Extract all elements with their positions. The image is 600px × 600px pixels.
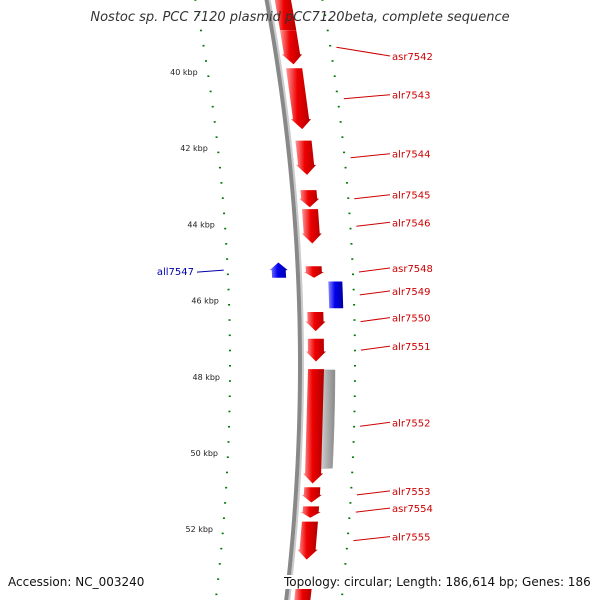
gene-arrow-asr7548 (303, 266, 324, 278)
gene-label-all7547[interactable]: all7547 (157, 267, 194, 278)
tick-marks (194, 0, 356, 596)
gene-label-alr7551[interactable]: alr7551 (392, 342, 430, 353)
leader-line-alr7551 (360, 345, 391, 351)
leader-line-all7547 (196, 269, 224, 273)
gene-arrow-alr7545 (299, 190, 320, 208)
kbp-label: 42 kbp (180, 144, 208, 153)
kbp-label: 50 kbp (190, 449, 218, 458)
gene-label-alr7553[interactable]: alr7553 (392, 487, 430, 498)
page-title: Nostoc sp. PCC 7120 plasmid pCC7120beta,… (90, 10, 510, 25)
gene-arrow-asr7554 (300, 506, 321, 518)
kbp-label: 48 kbp (192, 373, 220, 382)
gene-label-asr7554[interactable]: asr7554 (392, 504, 433, 515)
gene-arrow-all7547 (269, 262, 288, 278)
gene-label-alr7549[interactable]: alr7549 (392, 287, 430, 298)
gene-arrow-alr7552 (303, 369, 324, 484)
gene-arrow-alr7546 (301, 209, 322, 244)
gene-label-asr7542[interactable]: asr7542 (392, 52, 433, 63)
leader-line-alr7553 (356, 490, 391, 496)
gene-label-asr7548[interactable]: asr7548 (392, 264, 433, 275)
backbone-outer-line (268, 0, 305, 600)
gene-label-alr7545[interactable]: alr7545 (392, 191, 430, 202)
gene-arrow-alr7550 (305, 312, 326, 332)
gene-label-alr7546[interactable]: alr7546 (392, 218, 430, 229)
topology-text: Topology: circular; Length: 186,614 bp; … (284, 575, 593, 589)
kbp-label: 40 kbp (170, 68, 198, 77)
gene-features (269, 0, 344, 600)
accession-text: Accession: NC_003240 (8, 575, 145, 589)
gene-label-alr7552[interactable]: alr7552 (392, 418, 430, 429)
leader-line-alr7555 (353, 536, 391, 542)
gene-arrow-alr7555 (297, 521, 318, 560)
gene-arrow-partial-top (274, 0, 297, 30)
leader-line-alr7544 (350, 153, 391, 159)
kbp-ruler-labels: 40 kbp 42 kbp 44 kbp 46 kbp 48 kbp 50 kbp 52 k… (170, 68, 220, 534)
gene-label-alr7544[interactable]: alr7544 (392, 150, 430, 161)
leader-line-asr7542 (336, 46, 391, 57)
kbp-label: 44 kbp (187, 220, 215, 229)
leader-line-alr7550 (360, 317, 391, 323)
gene-arrow-alr7551 (305, 338, 326, 362)
leader-line-alr7545 (354, 194, 391, 200)
kbp-label: 52 kbp (185, 525, 213, 534)
gene-label-alr7555[interactable]: alr7555 (392, 533, 430, 544)
gene-labels: asr7542 alr7543 alr7544 alr7545 alr7546 all75… (157, 46, 433, 544)
kbp-label: 46 kbp (191, 297, 219, 306)
gene-arrow-alr7543 (286, 68, 312, 130)
leader-line-asr7548 (358, 267, 391, 273)
gene-arrow-asr7542 (280, 30, 303, 65)
leader-line-asr7554 (355, 507, 391, 513)
leader-line-alr7546 (356, 221, 391, 227)
plasmid-backbone (264, 0, 305, 600)
leader-line-alr7549 (359, 290, 391, 296)
gene-label-alr7550[interactable]: alr7550 (392, 314, 430, 325)
gene-arrow-alr7553 (301, 487, 322, 503)
backbone-circle (264, 0, 303, 600)
gene-arrow-alr7544 (295, 140, 317, 175)
leader-line-alr7543 (343, 94, 391, 100)
leader-line-alr7552 (360, 421, 391, 427)
gene-label-alr7543[interactable]: alr7543 (392, 91, 430, 102)
gene-arrow-alr7549 (328, 281, 344, 309)
